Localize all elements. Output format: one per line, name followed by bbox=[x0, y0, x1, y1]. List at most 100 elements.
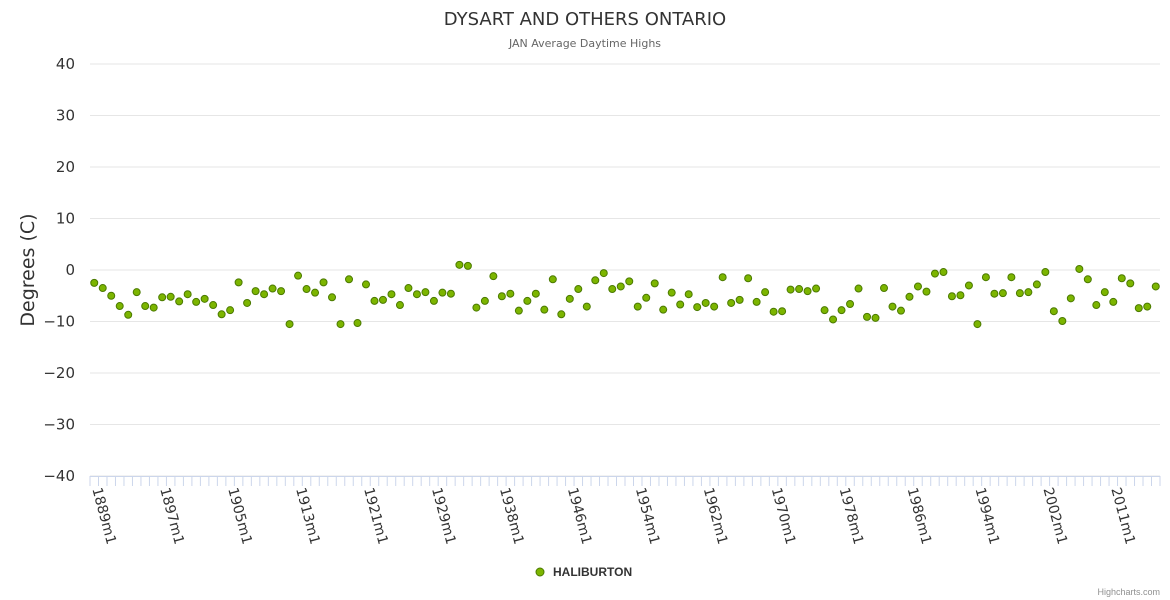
data-point[interactable] bbox=[608, 285, 617, 294]
data-point[interactable] bbox=[684, 290, 693, 299]
data-point[interactable] bbox=[998, 289, 1007, 298]
data-point[interactable] bbox=[769, 307, 778, 316]
data-point[interactable] bbox=[132, 288, 141, 297]
data-point[interactable] bbox=[387, 290, 396, 299]
data-point[interactable] bbox=[880, 284, 889, 293]
data-point[interactable] bbox=[676, 300, 685, 309]
data-point[interactable] bbox=[370, 296, 379, 305]
data-point[interactable] bbox=[234, 278, 243, 287]
data-point[interactable] bbox=[446, 289, 455, 298]
data-point[interactable] bbox=[192, 297, 201, 306]
data-point[interactable] bbox=[837, 306, 846, 315]
data-point[interactable] bbox=[973, 320, 982, 329]
data-point[interactable] bbox=[200, 294, 209, 303]
data-point[interactable] bbox=[1075, 264, 1084, 273]
data-point[interactable] bbox=[217, 310, 226, 319]
data-point[interactable] bbox=[710, 302, 719, 311]
data-point[interactable] bbox=[1126, 279, 1135, 288]
data-point[interactable] bbox=[472, 303, 481, 312]
data-point[interactable] bbox=[803, 287, 812, 296]
data-point[interactable] bbox=[124, 310, 133, 319]
data-point[interactable] bbox=[557, 310, 566, 319]
data-point[interactable] bbox=[1143, 302, 1152, 311]
data-point[interactable] bbox=[540, 305, 549, 314]
data-point[interactable] bbox=[1049, 307, 1058, 316]
data-point[interactable] bbox=[752, 297, 761, 306]
data-point[interactable] bbox=[395, 301, 404, 310]
data-point[interactable] bbox=[786, 285, 795, 294]
data-point[interactable] bbox=[531, 289, 540, 298]
data-point[interactable] bbox=[701, 298, 710, 307]
data-point[interactable] bbox=[633, 302, 642, 311]
data-point[interactable] bbox=[361, 280, 370, 289]
legend-label[interactable]: HALIBURTON bbox=[553, 565, 632, 579]
data-point[interactable] bbox=[412, 290, 421, 299]
legend[interactable]: HALIBURTON bbox=[535, 565, 632, 579]
data-point[interactable] bbox=[625, 277, 634, 286]
data-point[interactable] bbox=[277, 287, 286, 296]
data-point[interactable] bbox=[599, 269, 608, 278]
data-point[interactable] bbox=[497, 292, 506, 301]
data-point[interactable] bbox=[90, 278, 99, 287]
data-point[interactable] bbox=[243, 298, 252, 307]
data-point[interactable] bbox=[947, 292, 956, 301]
data-point[interactable] bbox=[922, 287, 931, 296]
data-point[interactable] bbox=[158, 293, 167, 302]
data-point[interactable] bbox=[353, 319, 362, 328]
data-point[interactable] bbox=[268, 284, 277, 293]
data-point[interactable] bbox=[642, 293, 651, 302]
data-point[interactable] bbox=[209, 301, 218, 310]
data-point[interactable] bbox=[1083, 275, 1092, 284]
data-point[interactable] bbox=[1041, 268, 1050, 277]
data-point[interactable] bbox=[854, 284, 863, 293]
data-point[interactable] bbox=[930, 269, 939, 278]
data-point[interactable] bbox=[1134, 304, 1143, 313]
data-point[interactable] bbox=[693, 303, 702, 312]
data-point[interactable] bbox=[735, 295, 744, 304]
data-point[interactable] bbox=[1024, 288, 1033, 297]
data-point[interactable] bbox=[455, 260, 464, 269]
data-point[interactable] bbox=[871, 313, 880, 322]
data-point[interactable] bbox=[650, 279, 659, 288]
data-point[interactable] bbox=[888, 302, 897, 311]
data-point[interactable] bbox=[166, 292, 175, 301]
data-point[interactable] bbox=[311, 288, 320, 297]
data-point[interactable] bbox=[795, 285, 804, 294]
data-point[interactable] bbox=[294, 271, 303, 280]
data-point[interactable] bbox=[107, 291, 116, 300]
data-point[interactable] bbox=[183, 290, 192, 299]
data-point[interactable] bbox=[429, 296, 438, 305]
legend-marker[interactable] bbox=[535, 567, 545, 577]
data-point[interactable] bbox=[260, 290, 269, 299]
data-point[interactable] bbox=[964, 281, 973, 290]
data-point[interactable] bbox=[990, 289, 999, 298]
data-point[interactable] bbox=[378, 295, 387, 304]
data-point[interactable] bbox=[328, 293, 337, 302]
data-point[interactable] bbox=[463, 261, 472, 270]
data-point[interactable] bbox=[98, 284, 107, 293]
data-point[interactable] bbox=[319, 278, 328, 287]
data-point[interactable] bbox=[659, 305, 668, 314]
data-point[interactable] bbox=[141, 302, 150, 311]
data-point[interactable] bbox=[336, 320, 345, 329]
data-point[interactable] bbox=[913, 282, 922, 291]
data-point[interactable] bbox=[565, 294, 574, 303]
data-point[interactable] bbox=[506, 289, 515, 298]
credits[interactable]: Highcharts.com bbox=[1097, 587, 1160, 597]
data-point[interactable] bbox=[667, 288, 676, 297]
data-point[interactable] bbox=[115, 302, 124, 311]
data-point[interactable] bbox=[489, 272, 498, 281]
data-point[interactable] bbox=[1109, 297, 1118, 306]
data-point[interactable] bbox=[591, 276, 600, 285]
data-point[interactable] bbox=[1117, 274, 1126, 283]
data-point[interactable] bbox=[829, 315, 838, 324]
data-point[interactable] bbox=[1007, 273, 1016, 282]
data-point[interactable] bbox=[939, 268, 948, 277]
data-point[interactable] bbox=[548, 275, 557, 284]
data-point[interactable] bbox=[820, 306, 829, 315]
data-point[interactable] bbox=[1151, 282, 1160, 291]
data-point[interactable] bbox=[1032, 280, 1041, 289]
data-point[interactable] bbox=[345, 275, 354, 284]
data-point[interactable] bbox=[956, 291, 965, 300]
data-point[interactable] bbox=[421, 288, 430, 297]
